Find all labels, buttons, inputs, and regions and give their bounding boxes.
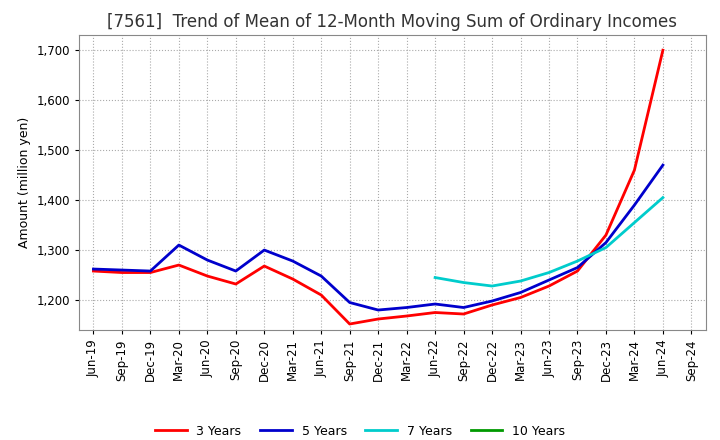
5 Years [459, 305, 468, 310]
3 Years [146, 270, 155, 275]
3 Years [232, 282, 240, 287]
5 Years [602, 240, 611, 245]
7 Years [602, 245, 611, 250]
Line: 3 Years: 3 Years [94, 50, 663, 324]
3 Years [260, 264, 269, 269]
5 Years [203, 257, 212, 263]
5 Years [402, 305, 411, 310]
5 Years [260, 247, 269, 253]
3 Years [174, 262, 183, 268]
5 Years [431, 301, 439, 307]
5 Years [232, 268, 240, 274]
Line: 5 Years: 5 Years [94, 165, 663, 310]
3 Years [289, 276, 297, 282]
Y-axis label: Amount (million yen): Amount (million yen) [18, 117, 31, 248]
3 Years [346, 321, 354, 326]
3 Years [431, 310, 439, 315]
3 Years [459, 312, 468, 317]
5 Years [630, 202, 639, 208]
5 Years [174, 242, 183, 248]
7 Years [573, 258, 582, 264]
7 Years [630, 220, 639, 225]
7 Years [459, 280, 468, 285]
7 Years [516, 279, 525, 284]
5 Years [317, 273, 325, 279]
5 Years [346, 300, 354, 305]
5 Years [374, 308, 382, 313]
3 Years [659, 48, 667, 53]
3 Years [89, 268, 98, 274]
5 Years [516, 290, 525, 295]
3 Years [402, 313, 411, 319]
3 Years [602, 232, 611, 238]
7 Years [431, 275, 439, 280]
3 Years [630, 168, 639, 173]
Title: [7561]  Trend of Mean of 12-Month Moving Sum of Ordinary Incomes: [7561] Trend of Mean of 12-Month Moving … [107, 13, 678, 31]
3 Years [117, 270, 126, 275]
3 Years [516, 295, 525, 300]
7 Years [487, 283, 496, 289]
7 Years [659, 195, 667, 200]
7 Years [545, 270, 554, 275]
3 Years [374, 316, 382, 322]
Line: 7 Years: 7 Years [435, 198, 663, 286]
3 Years [487, 302, 496, 308]
5 Years [487, 298, 496, 304]
3 Years [203, 273, 212, 279]
3 Years [573, 268, 582, 274]
5 Years [573, 265, 582, 270]
5 Years [117, 268, 126, 273]
5 Years [146, 268, 155, 274]
3 Years [317, 293, 325, 298]
5 Years [289, 258, 297, 264]
5 Years [659, 162, 667, 168]
5 Years [545, 277, 554, 282]
3 Years [545, 283, 554, 289]
Legend: 3 Years, 5 Years, 7 Years, 10 Years: 3 Years, 5 Years, 7 Years, 10 Years [150, 420, 570, 440]
5 Years [89, 266, 98, 271]
